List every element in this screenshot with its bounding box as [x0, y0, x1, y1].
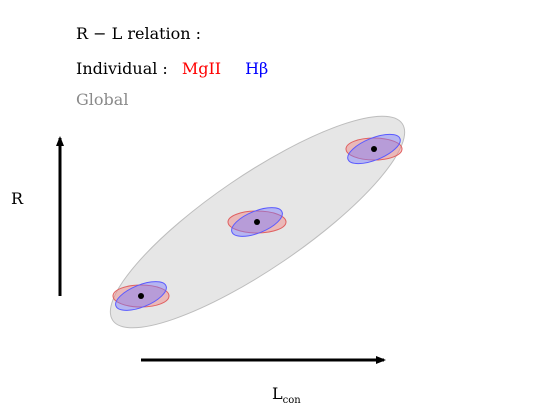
data-point — [371, 146, 377, 152]
legend-mgii-label: MgII — [181, 59, 222, 78]
legend-individual-label: Individual : — [76, 59, 168, 78]
data-point — [254, 219, 260, 225]
x-axis-label: Lcon — [272, 384, 301, 406]
legend-hbeta-label: Hβ — [245, 59, 269, 78]
legend-title: R − L relation : — [76, 24, 202, 43]
data-point — [138, 293, 144, 299]
cluster-upper-right — [345, 133, 403, 165]
cluster-lower-left — [112, 281, 170, 311]
cluster-middle — [227, 207, 287, 237]
y-axis-label: R — [11, 189, 24, 208]
legend-global-label: Global — [76, 90, 129, 109]
x-axis-label-main: L — [272, 384, 283, 403]
legend-individual-row: Individual : MgII Hβ — [76, 61, 268, 77]
x-axis-label-sub: con — [282, 395, 301, 406]
